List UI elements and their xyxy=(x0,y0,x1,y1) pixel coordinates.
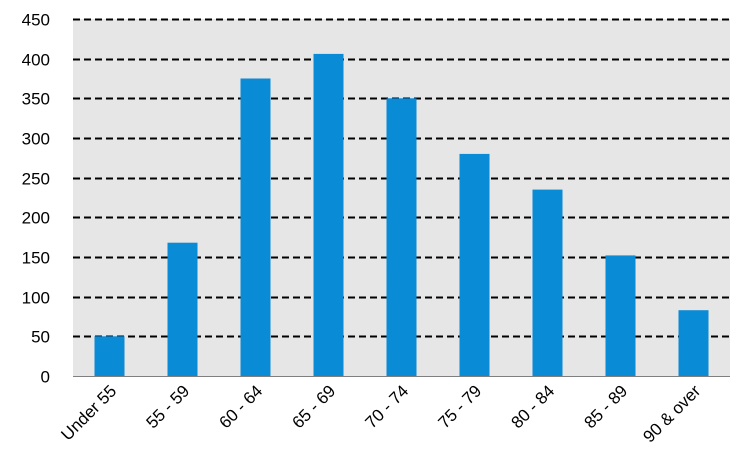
bar xyxy=(532,189,563,376)
y-tick-label: 450 xyxy=(22,11,50,30)
x-tick-label: 75 - 79 xyxy=(434,381,485,432)
x-tick-label: 55 - 59 xyxy=(142,381,193,432)
x-tick-label: Under 55 xyxy=(57,381,120,444)
x-tick-label: 70 - 74 xyxy=(361,381,412,432)
x-tick-label: 85 - 89 xyxy=(580,381,631,432)
bar xyxy=(240,78,271,376)
bar xyxy=(313,53,344,377)
bar xyxy=(459,153,490,376)
y-tick-label: 400 xyxy=(22,51,50,70)
x-tick-label: 60 - 64 xyxy=(215,381,266,432)
y-tick-labels: 0 50 100 150 200 250 300 350 400 450 xyxy=(22,11,50,387)
y-tick-label: 350 xyxy=(22,90,50,109)
y-tick-label: 300 xyxy=(22,130,50,149)
y-tick-label: 200 xyxy=(22,209,50,228)
y-tick-label: 250 xyxy=(22,170,50,189)
bar xyxy=(386,98,417,377)
y-tick-label: 100 xyxy=(22,289,50,308)
y-tick-label: 0 xyxy=(41,368,50,387)
bar xyxy=(678,310,709,376)
y-tick-label: 50 xyxy=(31,328,50,347)
x-tick-label: 90 & over xyxy=(639,381,704,446)
x-tick-label: 80 - 84 xyxy=(507,381,558,432)
x-tick-label: 65 - 69 xyxy=(288,381,339,432)
bar xyxy=(94,336,125,376)
bar xyxy=(167,242,198,376)
bars xyxy=(94,53,709,377)
x-tick-labels: Under 55 55 - 59 60 - 64 65 - 69 70 - 74 75 -… xyxy=(57,381,704,446)
bar xyxy=(605,255,636,376)
y-tick-label: 150 xyxy=(22,249,50,268)
